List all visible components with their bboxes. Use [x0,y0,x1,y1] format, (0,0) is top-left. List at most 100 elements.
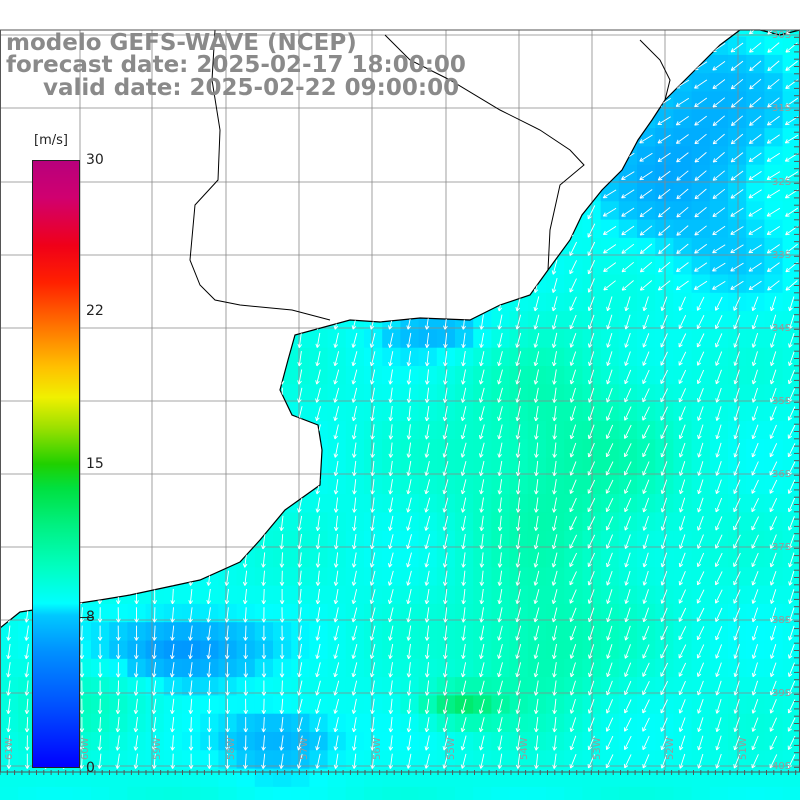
wind-speed-cell [418,256,438,276]
longitude-label: 54W [519,737,530,760]
wind-vector [621,30,634,35]
wind-speed-cell [455,0,474,19]
wind-speed-cell [637,237,656,257]
wind-speed-cell [618,237,638,257]
wind-vector [461,277,466,294]
wind-vector [206,515,212,531]
wind-speed-cell [182,109,201,129]
wind-speed-cell [91,420,110,440]
wind-vector [206,351,212,367]
wind-speed-cell [72,786,92,800]
longitude-label: 55W [446,737,457,760]
wind-vector [406,113,412,129]
wind-speed-cell [746,128,765,147]
wind-speed-cell [527,146,547,166]
wind-vector [406,168,412,184]
wind-speed-cell [163,475,183,495]
wind-vector [442,113,448,129]
wind-vector [461,296,466,312]
wind-speed-cell [382,274,401,294]
wind-vector [115,296,121,312]
wind-speed-cell [109,201,128,221]
wind-vector [6,552,12,568]
wind-speed-cell [273,402,292,422]
wind-speed-cell [200,0,219,19]
wind-speed-cell [691,73,711,93]
wind-vector [296,442,303,458]
wind-vector [24,351,29,367]
wind-speed-cell [673,274,693,294]
wind-speed-cell [655,0,674,19]
wind-speed-cell [109,402,128,422]
wind-vector [497,131,503,147]
wind-vector [533,30,540,37]
wind-speed-cell [564,54,583,74]
wind-vector [207,424,212,440]
wind-speed-cell [528,0,547,19]
wind-speed-cell [564,146,583,166]
wind-speed-cell [291,201,310,221]
wind-vector [315,460,321,477]
wind-speed-cell [145,237,165,257]
wind-vector [79,351,85,367]
wind-speed-cell [327,274,347,294]
wind-speed-cell [709,201,729,221]
wind-speed-cell [291,219,310,239]
wind-speed-cell [182,201,201,221]
wind-speed-cell [764,219,784,239]
wind-vector [297,479,303,495]
wind-speed-cell [637,91,656,111]
wind-vector [97,332,103,348]
wind-speed-cell [728,109,747,129]
longitude-label: 53W [592,737,603,760]
wind-speed-cell [764,54,784,74]
wind-vector [370,222,375,239]
wind-speed-cell [746,30,765,38]
wind-vector [261,186,266,202]
wind-speed-cell [291,274,310,294]
wind-vector [297,277,303,294]
wind-vector [206,497,212,513]
wind-speed-cell [0,457,19,477]
wind-speed-cell [473,73,492,93]
wind-speed-cell [200,109,219,129]
wind-speed-cell [673,128,693,147]
wind-vector [533,113,539,129]
wind-speed-cell [109,494,128,513]
wind-speed-cell [91,585,110,605]
wind-speed-cell [782,786,800,800]
wind-vector [6,168,12,184]
wind-speed-cell [509,786,529,800]
wind-speed-cell [127,0,146,19]
wind-vector [134,332,139,348]
wind-speed-cell [637,768,656,788]
wind-vector [79,405,85,422]
wind-speed-cell [273,420,292,440]
wind-speed-cell [437,0,456,19]
wind-speed-cell [364,146,383,166]
wind-speed-cell [782,567,800,587]
wind-speed-cell [200,183,219,202]
wind-speed-cell [291,292,310,312]
wind-speed-cell [163,786,183,800]
wind-vector [97,241,102,257]
wind-vector [587,150,595,165]
wind-speed-cell [782,603,800,623]
wind-vector [206,277,212,294]
wind-vector [170,405,175,422]
wind-speed-cell [691,128,711,147]
longitude-label: 58W [226,737,237,760]
wind-speed-cell [345,256,365,276]
wind-speed-cell [236,274,256,294]
wind-speed-cell [691,36,711,56]
wind-speed-cell [91,512,110,532]
wind-speed-cell [109,475,128,495]
wind-speed-cell [400,219,420,239]
wind-speed-cell [109,237,128,257]
wind-speed-cell [673,0,692,19]
wind-vector [479,241,485,257]
wind-vector [424,223,431,239]
wind-vector [170,351,175,367]
wind-speed-cell [145,786,165,800]
wind-vector [569,58,577,74]
